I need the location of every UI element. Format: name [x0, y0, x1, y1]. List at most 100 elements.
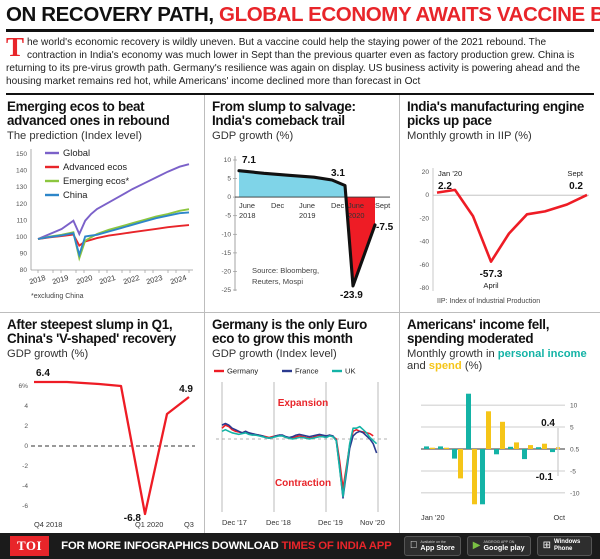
panel1-svg: 150 140 130 120 110 100 90 80 — [16, 147, 193, 300]
footer-text-1: FOR MORE — [61, 540, 121, 552]
panel6-label-income: 0.4 — [541, 418, 555, 429]
panel1-legend-label-2: Emerging ecos* — [63, 175, 130, 186]
windows-phone-badge[interactable]: ⊞ Windows Phone — [536, 536, 592, 556]
standfirst-text: he world's economic recovery is wildly u… — [6, 36, 581, 87]
panel1-legend-label-3: China — [63, 189, 88, 200]
bar-income-feb — [438, 446, 443, 450]
google-play-badge[interactable]: ▶ ANDROID APP ON Google play — [466, 536, 531, 556]
panel5-xtick-1: Dec '18 — [266, 518, 291, 527]
panel3-line — [436, 188, 588, 263]
app-store-badge[interactable]:  Available on the App Store — [403, 536, 461, 556]
panel4-ytick-m4: -4 — [22, 483, 28, 490]
panel1-series-china — [37, 211, 190, 259]
panel1-series-advanced — [37, 224, 190, 247]
panel6-ytick-5: 5 — [570, 425, 574, 432]
app-store-badge-line2: App Store — [420, 543, 455, 553]
bar-spend-jan — [430, 447, 435, 450]
panel3-label-trough: -57.3 — [480, 269, 503, 280]
panel6-subtitle-yellow: spend — [428, 359, 462, 372]
panel3-svg: 20 0 -20 -40 -60 -80 Jan '20 2.2 -57.3 A… — [419, 167, 589, 305]
panel6-subtitle-part1: Monthly growth in — [407, 347, 498, 360]
panel3-label-0point2: 0.2 — [569, 181, 583, 192]
panel1-xtick-0: 2018 — [28, 273, 46, 286]
panel-india-comeback: From slump to salvage: India's comeback … — [205, 94, 400, 313]
bar-income-aug — [522, 449, 527, 460]
panel4-ytick-4: 4 — [24, 403, 28, 410]
panel2-xtick-4a: June — [348, 201, 364, 210]
panel4-plot: 6% 4 2 0 -2 -4 -6 6.4 -6.8 4.9 Q4 — [7, 364, 197, 529]
panel6-title: Americans' income fell, spending moderat… — [407, 316, 550, 347]
panel4-ytick-2: 2 — [24, 423, 28, 430]
app-store-badge-line1: Available on the — [420, 539, 446, 544]
bar-spend-mar — [458, 449, 463, 479]
panel3-label-april: April — [483, 281, 499, 290]
panel1-ytick-150: 150 — [16, 151, 27, 158]
panel5-svg: Germany France UK — [214, 367, 390, 527]
panel1-xtick-1: 2019 — [51, 273, 69, 286]
panel6-subtitle: Monthly growth in personal income and sp… — [407, 348, 593, 373]
bar-spend-aug — [528, 445, 533, 450]
panel5-series-france — [221, 422, 378, 499]
panel6-subtitle-part3: (%) — [461, 359, 483, 372]
panel1-ytick-100: 100 — [16, 234, 27, 241]
panel6-ytick-m5: -5 — [570, 469, 576, 476]
bar-income-oct — [550, 449, 555, 453]
panel2-ytick-m15: -15 — [221, 250, 231, 257]
panel1-legend: Global Advanced ecos Emerging ecos* Chin… — [45, 147, 130, 200]
panel2-plot: 10 5 0 -5 -10 -15 -20 -25 — [212, 146, 393, 306]
panel2-xtick-0b: 2018 — [239, 211, 255, 220]
panel4-ytick-0: 0 — [24, 443, 28, 450]
panel1-xtick-3: 2021 — [98, 273, 116, 286]
panel6-subtitle-part2: and — [407, 359, 429, 372]
panel2-subtitle: GDP growth (%) — [212, 129, 294, 142]
panel3-label-jan: Jan '20 — [438, 169, 462, 178]
panel5-annotation-expansion: Expansion — [278, 398, 329, 409]
panel6-bars — [424, 393, 560, 505]
google-play-badge-line1: ANDROID APP ON — [483, 539, 515, 544]
panel6-plot: 10 5 0.5 -5 -10 — [407, 384, 593, 524]
bar-spend-may — [486, 411, 491, 450]
panel3-ytick-m20: -20 — [419, 215, 429, 222]
panel3-plot: 20 0 -20 -40 -60 -80 Jan '20 2.2 -57.3 A… — [407, 146, 593, 308]
panel6-ytick-m10: -10 — [570, 491, 580, 498]
drop-cap: T — [6, 31, 25, 62]
panel5-subtitle: GDP growth (Index level) — [212, 347, 337, 360]
panel1-series-global — [37, 163, 190, 240]
panel-germany-euro: Germany is the only Euro eco to grow thi… — [205, 312, 400, 535]
panel2-xtick-2a: June — [299, 201, 315, 210]
windows-phone-badge-line2: Windows Phone — [554, 539, 581, 552]
panel1-ytick-120: 120 — [16, 201, 27, 208]
panel1-ytick-80: 80 — [20, 267, 28, 274]
panel2-svg: 10 5 0 -5 -10 -15 -20 -25 — [221, 155, 393, 301]
panel1-ytick-90: 90 — [20, 251, 28, 258]
panel4-xtick-1: Q1 2020 — [135, 520, 163, 529]
panel2-xtick-1: Dec — [271, 201, 284, 210]
toi-logo[interactable]: TOI — [10, 536, 50, 556]
panel5-annotation-contraction: Contraction — [275, 478, 331, 489]
panel2-xtick-5: Sept — [375, 201, 390, 210]
panel6-ytick-0: 0.5 — [570, 447, 579, 454]
bar-income-jul — [508, 447, 513, 450]
panel3-ytick-20: 20 — [422, 169, 430, 176]
panel3-ytick-m40: -40 — [419, 239, 429, 246]
panel2-label-end: -7.5 — [376, 222, 393, 233]
panel2-label-start: 7.1 — [242, 155, 256, 166]
footer-promo-text: FOR MORE INFOGRAPHICS DOWNLOAD TIMES OF … — [61, 540, 392, 552]
panel1-title: Emerging ecos to beat advanced ones in r… — [7, 98, 170, 129]
panels-grid: Emerging ecos to beat advanced ones in r… — [0, 94, 600, 535]
panel1-legend-label-0: Global — [63, 147, 90, 158]
panel4-line — [34, 380, 190, 516]
bar-spend-jul — [514, 442, 519, 450]
panel-india-iip: India's manufacturing engine picks up pa… — [400, 94, 600, 313]
panel5-legend-label-0: Germany — [227, 367, 258, 376]
panel1-xticks-marks — [37, 269, 190, 273]
panel4-label-end: 4.9 — [179, 384, 193, 395]
google-play-icon: ▶ — [472, 540, 481, 551]
section-divider — [6, 92, 594, 95]
panel6-svg: 10 5 0.5 -5 -10 — [421, 393, 580, 522]
bar-income-may — [480, 449, 485, 505]
panel1-footnote: *excluding China — [31, 293, 84, 300]
panel4-xtick-2: Q3 — [184, 520, 194, 529]
